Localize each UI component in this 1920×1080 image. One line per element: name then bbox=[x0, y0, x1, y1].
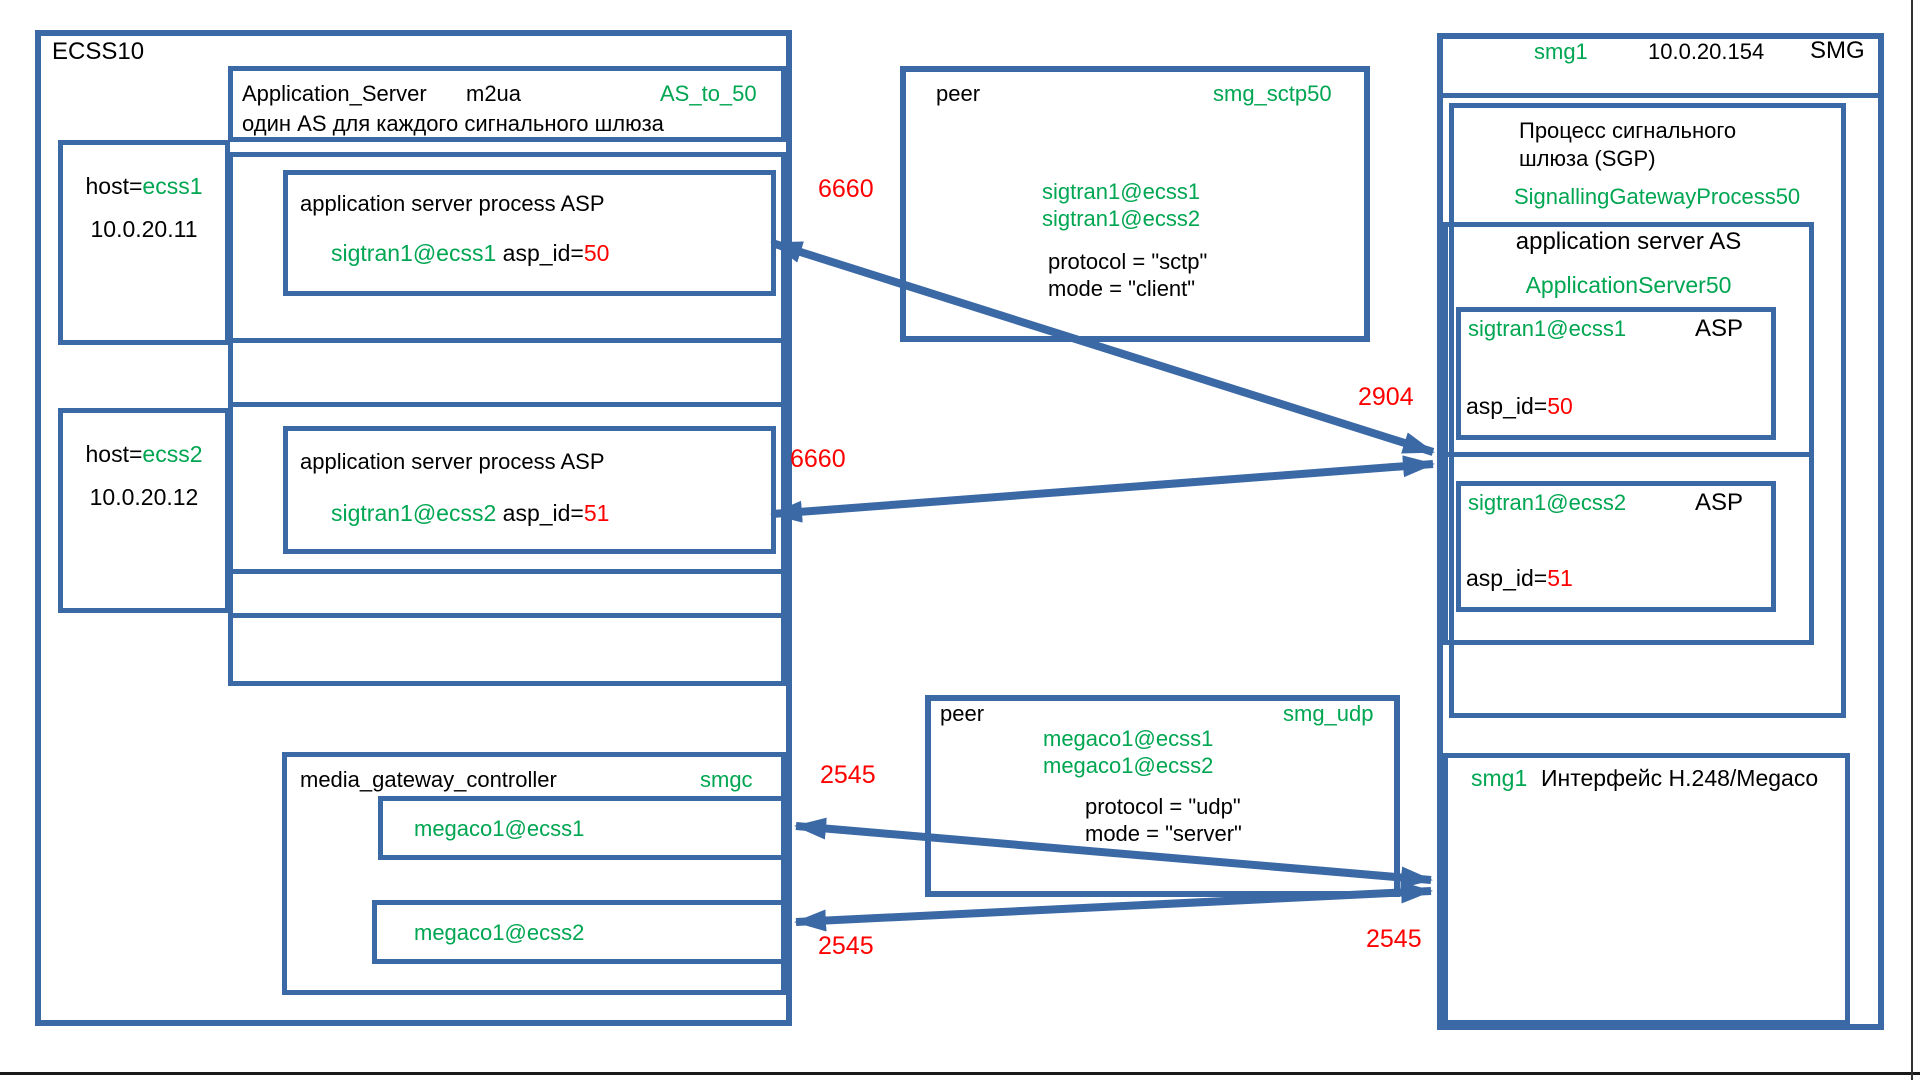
peer-udp-addr2: megaco1@ecss2 bbox=[1043, 753, 1214, 778]
smg-asp1-id: 50 bbox=[1547, 393, 1573, 419]
host-ecss2-label: host=ecss2 bbox=[58, 441, 230, 468]
compartment-divider bbox=[228, 569, 786, 574]
host-ecss1-box bbox=[58, 140, 230, 345]
port-mgc-iface1: 2545 bbox=[820, 761, 876, 789]
asp2-id-label: asp_id= bbox=[496, 500, 584, 526]
peer-udp-mode: mode = "server" bbox=[1085, 821, 1242, 846]
peer-udp-protocol: protocol = "udp" bbox=[1085, 794, 1241, 819]
smg-asp2-id-line: asp_id=51 bbox=[1466, 565, 1573, 592]
peer-udp-addr1: megaco1@ecss1 bbox=[1043, 726, 1214, 751]
sgp-box bbox=[1449, 103, 1846, 718]
sgp-title-line1: Процесс сигнального bbox=[1519, 118, 1737, 143]
port-mgc-iface2: 2545 bbox=[818, 932, 874, 960]
smg-asp2-box bbox=[1456, 481, 1776, 612]
port-ecss-sctp-asp2: 6660 bbox=[790, 445, 846, 473]
port-smg-sctp: 2904 bbox=[1358, 383, 1414, 411]
smg-as-box bbox=[1443, 222, 1814, 645]
peer-sctp-addr1: sigtran1@ecss1 bbox=[1042, 179, 1201, 204]
asp1-address: sigtran1@ecss1 bbox=[331, 240, 497, 266]
mgc-iface1: megaco1@ecss1 bbox=[414, 816, 585, 841]
smg-label: SMG bbox=[1810, 37, 1865, 64]
host-ecss2-box bbox=[58, 408, 230, 613]
port-ecss-sctp-asp1: 6660 bbox=[818, 175, 874, 203]
mgc-label: media_gateway_controller bbox=[300, 767, 557, 792]
host-prefix: host= bbox=[85, 441, 143, 467]
page-right-rule bbox=[1911, 0, 1913, 1080]
application-server-note: один AS для каждого сигнального шлюза bbox=[242, 111, 664, 136]
smg-ip: 10.0.20.154 bbox=[1648, 39, 1765, 64]
application-server-label: Application_Server bbox=[242, 81, 427, 106]
host-ecss1-ip: 10.0.20.11 bbox=[90, 216, 198, 242]
host-ecss2-ip: 10.0.20.12 bbox=[89, 484, 199, 510]
smg-node-box bbox=[1437, 33, 1884, 1030]
asp1-id-label: asp_id= bbox=[496, 240, 584, 266]
peer-udp-name: smg_udp bbox=[1283, 701, 1374, 726]
asp2-box bbox=[283, 426, 776, 554]
smg-asp1-address: sigtran1@ecss1 bbox=[1468, 316, 1627, 341]
smg-asp1-id-line: asp_id=50 bbox=[1466, 393, 1573, 420]
mgc-iface2-box bbox=[372, 900, 786, 964]
smg-as-name: ApplicationServer50 bbox=[1525, 272, 1732, 298]
smg-asp2-id: 51 bbox=[1547, 565, 1573, 591]
smg-asp1-id-label: asp_id= bbox=[1466, 393, 1548, 419]
smg-iface-name: smg1 bbox=[1471, 765, 1528, 791]
peer-udp-label: peer bbox=[940, 701, 985, 726]
peer-sctp-addr2: sigtran1@ecss2 bbox=[1042, 206, 1201, 231]
asp1-address-line: sigtran1@ecss1 asp_id=50 bbox=[331, 240, 609, 267]
application-server-box bbox=[228, 66, 786, 142]
smg-as-title: application server AS bbox=[1515, 228, 1742, 255]
smg-asp2-address: sigtran1@ecss2 bbox=[1468, 490, 1627, 515]
host-name: ecss1 bbox=[142, 173, 203, 199]
sgp-title-line2: шлюза (SGP) bbox=[1519, 146, 1656, 171]
mgc-name: smgc bbox=[700, 767, 753, 792]
smg-asp1-label: ASP bbox=[1695, 315, 1744, 342]
peer-sctp-label: peer bbox=[936, 81, 981, 106]
host-prefix: host= bbox=[85, 173, 143, 199]
asp2-title: application server process ASP bbox=[300, 449, 605, 474]
smg-name: smg1 bbox=[1534, 39, 1588, 64]
mgc-iface2: megaco1@ecss2 bbox=[414, 920, 585, 945]
smg-iface-label: Интерфейс H.248/Megaco bbox=[1541, 765, 1819, 791]
asp2-address: sigtran1@ecss2 bbox=[331, 500, 497, 526]
application-server-name: AS_to_50 bbox=[660, 81, 757, 106]
ecss10-node-box bbox=[35, 30, 792, 1026]
asp1-id: 50 bbox=[583, 240, 610, 266]
mgc-iface1-box bbox=[378, 796, 786, 860]
asp1-box bbox=[283, 170, 776, 296]
media-gateway-controller-box bbox=[282, 752, 786, 995]
asp2-address-line: sigtran1@ecss2 asp_id=51 bbox=[331, 500, 609, 527]
application-server-protocol: m2ua bbox=[466, 81, 522, 106]
peer-sctp-name: smg_sctp50 bbox=[1213, 81, 1332, 106]
smg-as-divider bbox=[1443, 452, 1814, 457]
asp2-id: 51 bbox=[583, 500, 610, 526]
sgp-name: SignallingGatewayProcess50 bbox=[1514, 184, 1801, 209]
smg-asp1-box bbox=[1456, 307, 1776, 440]
peer-sctp-protocol: protocol = "sctp" bbox=[1048, 249, 1208, 274]
host-ecss1-label: host=ecss1 bbox=[58, 173, 230, 200]
page-bottom-rule bbox=[0, 1072, 1920, 1075]
smg-asp2-id-label: asp_id= bbox=[1466, 565, 1548, 591]
host-name: ecss2 bbox=[142, 441, 203, 467]
arrow-sctp-asp2 bbox=[770, 455, 1435, 523]
peer-sctp-mode: mode = "client" bbox=[1048, 276, 1196, 301]
port-smg-udp: 2545 bbox=[1366, 925, 1422, 953]
asp1-title: application server process ASP bbox=[300, 191, 605, 216]
smg-asp2-label: ASP bbox=[1695, 489, 1744, 516]
compartment-divider bbox=[228, 613, 786, 618]
compartment-divider bbox=[228, 338, 786, 343]
ecss10-title: ECSS10 bbox=[52, 38, 145, 65]
smg-header-divider bbox=[1437, 93, 1884, 98]
compartment-divider bbox=[228, 402, 786, 407]
smg-iface-box bbox=[1443, 753, 1850, 1025]
